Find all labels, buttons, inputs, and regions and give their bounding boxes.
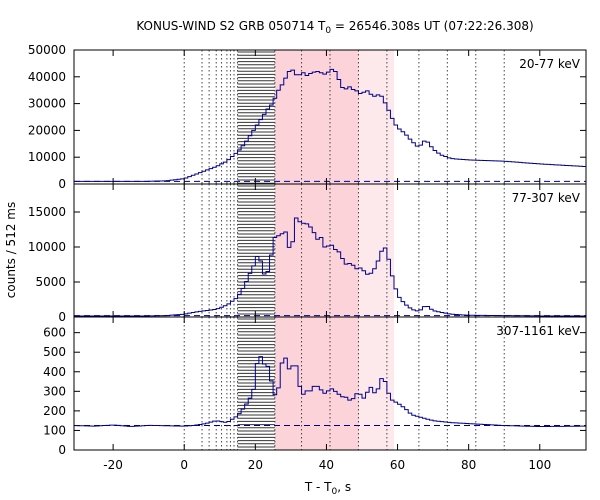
light-curve-series: [74, 356, 586, 428]
y-tick-label: 300: [43, 384, 66, 398]
shaded-interval-1: [274, 317, 359, 450]
energy-band-label: 20-77 keV: [519, 57, 581, 71]
y-tick-label: 30000: [28, 97, 66, 111]
x-tick-label: 0: [180, 458, 188, 472]
y-tick-label: 10000: [28, 240, 66, 254]
y-tick-label: 15000: [28, 205, 66, 219]
x-tick-label: 80: [461, 458, 476, 472]
energy-band-label: 307-1161 keV: [496, 324, 580, 338]
y-tick-label: 100: [43, 423, 66, 437]
y-tick-label: 5000: [35, 275, 66, 289]
panel-3: 0 100 200 300 400 500 600 307-1161 keV: [43, 316, 587, 457]
y-tick-label: 10000: [28, 150, 66, 164]
x-tick-label: -20: [103, 458, 123, 472]
y-tick-label: 0: [58, 443, 66, 457]
y-tick-label: 500: [43, 345, 66, 359]
shaded-interval-1: [274, 184, 359, 317]
x-tick-label: 60: [390, 458, 405, 472]
x-tick-label: 40: [319, 458, 334, 472]
y-tick-label: 600: [43, 326, 66, 340]
shaded-interval-2: [358, 184, 394, 317]
panel-frame: [73, 316, 587, 451]
y-tick-label: 40000: [28, 70, 66, 84]
y-tick-label: 200: [43, 404, 66, 418]
x-axis-label: T - T0, s: [304, 480, 351, 497]
y-tick-label: 20000: [28, 123, 66, 137]
energy-band-label: 77-307 keV: [512, 191, 581, 205]
panel-2: 0 5000 10000 15000 77-307 keV: [28, 183, 587, 324]
chart-title: KONUS-WIND S2 GRB 050714 T0 = 26546.308s…: [136, 19, 533, 36]
x-tick-label: 20: [248, 458, 263, 472]
shaded-interval-2: [358, 317, 394, 450]
shaded-interval-1: [274, 50, 359, 184]
light-curve-series: [74, 217, 586, 317]
y-tick-label: 0: [58, 177, 66, 191]
light-curve-series: [74, 68, 586, 182]
y-axis-label: counts / 512 ms: [4, 202, 18, 298]
panel-1: 0 10000 20000 30000 40000 50000 20-77 keV: [28, 43, 587, 191]
y-tick-label: 400: [43, 365, 66, 379]
y-tick-label: 50000: [28, 43, 66, 57]
shaded-interval-2: [358, 50, 394, 184]
x-tick-label: 100: [528, 458, 551, 472]
y-tick-label: 0: [58, 310, 66, 324]
